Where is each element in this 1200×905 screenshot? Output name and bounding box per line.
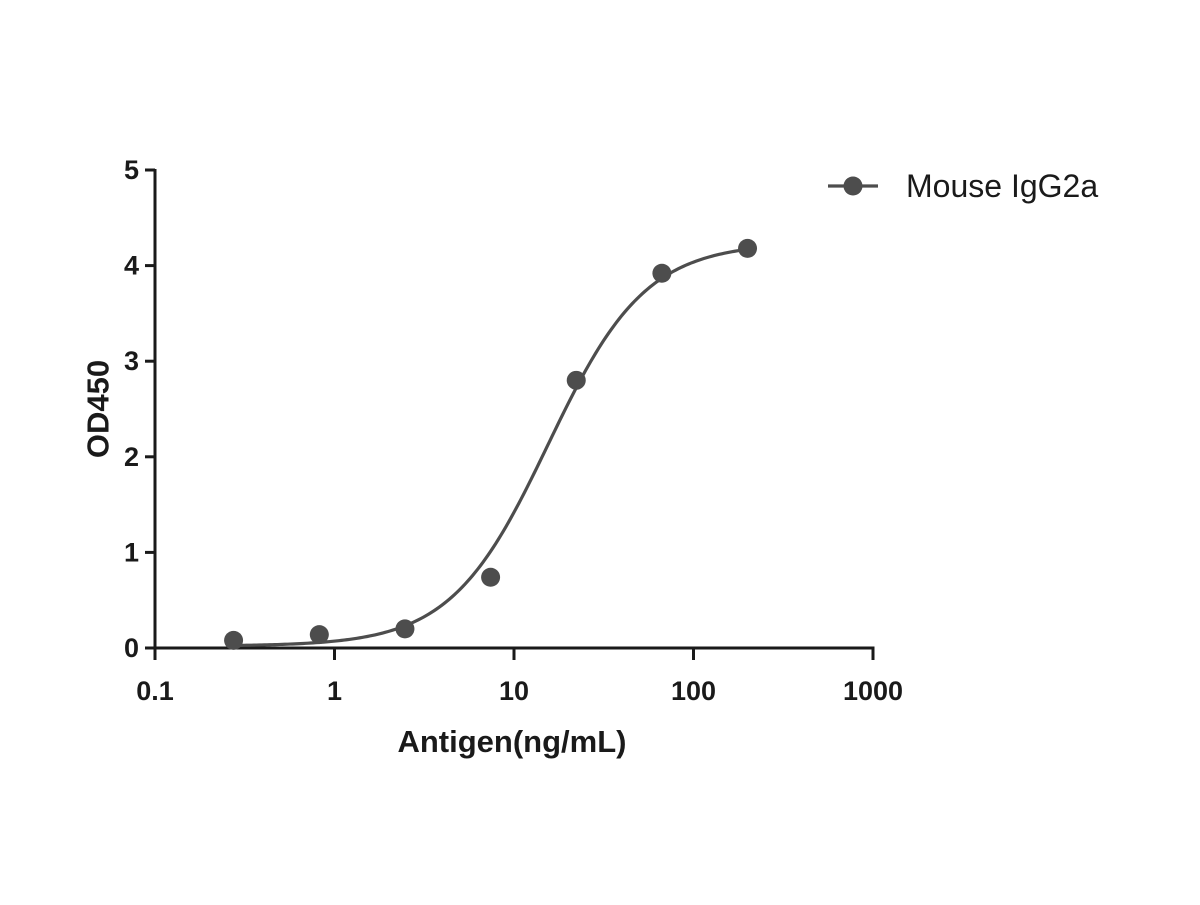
data-point (652, 263, 672, 283)
x-tick-label: 0.1 (136, 676, 174, 706)
x-tick-label: 100 (671, 676, 716, 706)
data-point (395, 619, 415, 639)
y-tick-label: 2 (124, 442, 139, 472)
legend-marker (843, 176, 863, 196)
legend-label: Mouse IgG2a (906, 168, 1098, 204)
x-axis-title: Antigen(ng/mL) (397, 724, 626, 759)
y-axis-title: OD450 (81, 360, 116, 458)
x-tick-label: 1000 (843, 676, 903, 706)
data-point (309, 625, 329, 645)
data-point (738, 238, 758, 258)
x-tick-label: 1 (327, 676, 342, 706)
y-tick-label: 4 (124, 251, 139, 281)
y-tick-label: 1 (124, 537, 139, 567)
y-tick-label: 3 (124, 346, 139, 376)
y-tick-label: 0 (124, 633, 139, 663)
axes-layer: 0 1 2 3 4 5 0.1 1 10 100 1000 Antigen(ng/mL) OD450 (81, 155, 904, 759)
data-point (481, 567, 501, 587)
data-point (224, 630, 244, 650)
x-tick-label: 10 (499, 676, 529, 706)
data-point (566, 370, 586, 390)
y-tick-label: 5 (124, 155, 139, 185)
legend-layer: Mouse IgG2a (828, 168, 1098, 204)
series-layer (224, 238, 758, 650)
